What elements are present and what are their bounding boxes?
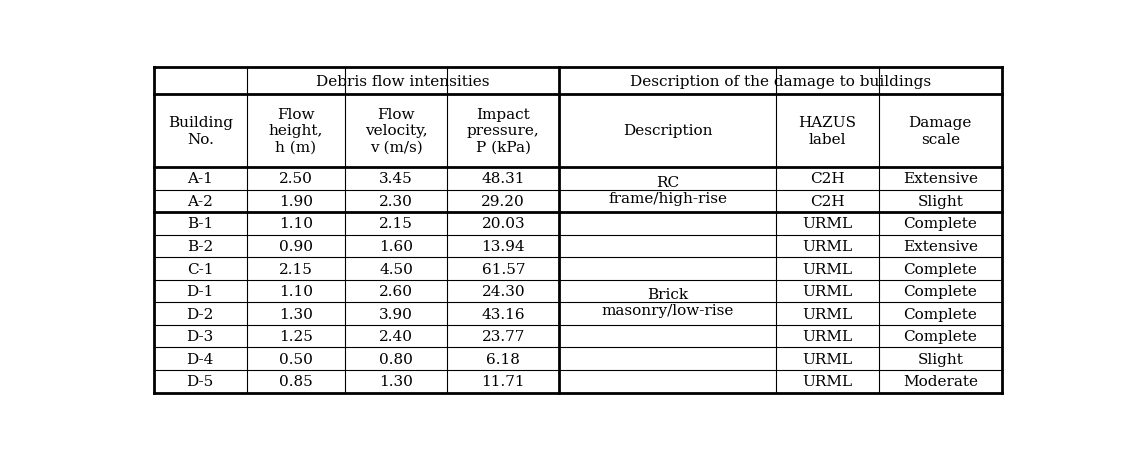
Text: URML: URML xyxy=(802,217,853,231)
Text: Complete: Complete xyxy=(903,330,978,344)
Text: Flow
height,
h (m): Flow height, h (m) xyxy=(269,108,323,154)
Text: 61.57: 61.57 xyxy=(482,262,525,276)
Text: D-4: D-4 xyxy=(187,352,214,366)
Text: RC
frame/high-rise: RC frame/high-rise xyxy=(609,175,727,205)
Text: 1.10: 1.10 xyxy=(279,217,313,231)
Text: 11.71: 11.71 xyxy=(482,374,525,388)
Text: Extensive: Extensive xyxy=(902,172,978,186)
Text: URML: URML xyxy=(802,262,853,276)
Text: Description: Description xyxy=(623,124,712,138)
Text: B-2: B-2 xyxy=(187,239,214,253)
Text: Complete: Complete xyxy=(903,217,978,231)
Text: URML: URML xyxy=(802,285,853,299)
Text: Debris flow intensities: Debris flow intensities xyxy=(316,74,489,88)
Text: A-2: A-2 xyxy=(188,194,214,208)
Text: 1.30: 1.30 xyxy=(379,374,413,388)
Text: 2.15: 2.15 xyxy=(379,217,413,231)
Text: 1.25: 1.25 xyxy=(279,330,313,344)
Text: 1.10: 1.10 xyxy=(279,285,313,299)
Text: 1.30: 1.30 xyxy=(279,307,313,321)
Text: 2.50: 2.50 xyxy=(279,172,313,186)
Text: Complete: Complete xyxy=(903,307,978,321)
Text: C2H: C2H xyxy=(810,172,845,186)
Text: Extensive: Extensive xyxy=(902,239,978,253)
Text: 43.16: 43.16 xyxy=(482,307,525,321)
Text: B-1: B-1 xyxy=(187,217,214,231)
Text: URML: URML xyxy=(802,330,853,344)
Text: Impact
pressure,
P (kPa): Impact pressure, P (kPa) xyxy=(467,108,540,154)
Text: 13.94: 13.94 xyxy=(482,239,525,253)
Text: 2.40: 2.40 xyxy=(379,330,413,344)
Text: 48.31: 48.31 xyxy=(482,172,525,186)
Text: 2.30: 2.30 xyxy=(379,194,413,208)
Text: 1.60: 1.60 xyxy=(379,239,413,253)
Text: Moderate: Moderate xyxy=(902,374,978,388)
Text: 24.30: 24.30 xyxy=(482,285,525,299)
Text: Slight: Slight xyxy=(917,194,963,208)
Text: URML: URML xyxy=(802,374,853,388)
Text: 0.85: 0.85 xyxy=(279,374,313,388)
Text: D-1: D-1 xyxy=(187,285,214,299)
Text: Building
No.: Building No. xyxy=(168,116,233,146)
Text: 0.50: 0.50 xyxy=(279,352,313,366)
Text: 4.50: 4.50 xyxy=(379,262,413,276)
Text: HAZUS
label: HAZUS label xyxy=(799,116,856,146)
Text: URML: URML xyxy=(802,239,853,253)
Text: Flow
velocity,
v (m/s): Flow velocity, v (m/s) xyxy=(364,108,428,154)
Text: Complete: Complete xyxy=(903,285,978,299)
Text: 0.80: 0.80 xyxy=(379,352,413,366)
Text: 2.60: 2.60 xyxy=(379,285,413,299)
Text: URML: URML xyxy=(802,352,853,366)
Text: Damage
scale: Damage scale xyxy=(909,116,972,146)
Text: Complete: Complete xyxy=(903,262,978,276)
Text: D-2: D-2 xyxy=(187,307,214,321)
Text: 1.90: 1.90 xyxy=(279,194,313,208)
Text: D-5: D-5 xyxy=(187,374,214,388)
Text: Slight: Slight xyxy=(917,352,963,366)
Text: 0.90: 0.90 xyxy=(279,239,313,253)
Text: 3.45: 3.45 xyxy=(379,172,413,186)
Text: C-1: C-1 xyxy=(187,262,214,276)
Text: 6.18: 6.18 xyxy=(486,352,520,366)
Text: Description of the damage to buildings: Description of the damage to buildings xyxy=(630,74,932,88)
Text: C2H: C2H xyxy=(810,194,845,208)
Text: 3.90: 3.90 xyxy=(379,307,413,321)
Text: 29.20: 29.20 xyxy=(482,194,525,208)
Text: Brick
masonry/low-rise: Brick masonry/low-rise xyxy=(602,288,734,318)
Text: D-3: D-3 xyxy=(187,330,214,344)
Text: 20.03: 20.03 xyxy=(482,217,525,231)
Text: 2.15: 2.15 xyxy=(279,262,313,276)
Text: 23.77: 23.77 xyxy=(482,330,525,344)
Text: URML: URML xyxy=(802,307,853,321)
Text: A-1: A-1 xyxy=(188,172,214,186)
